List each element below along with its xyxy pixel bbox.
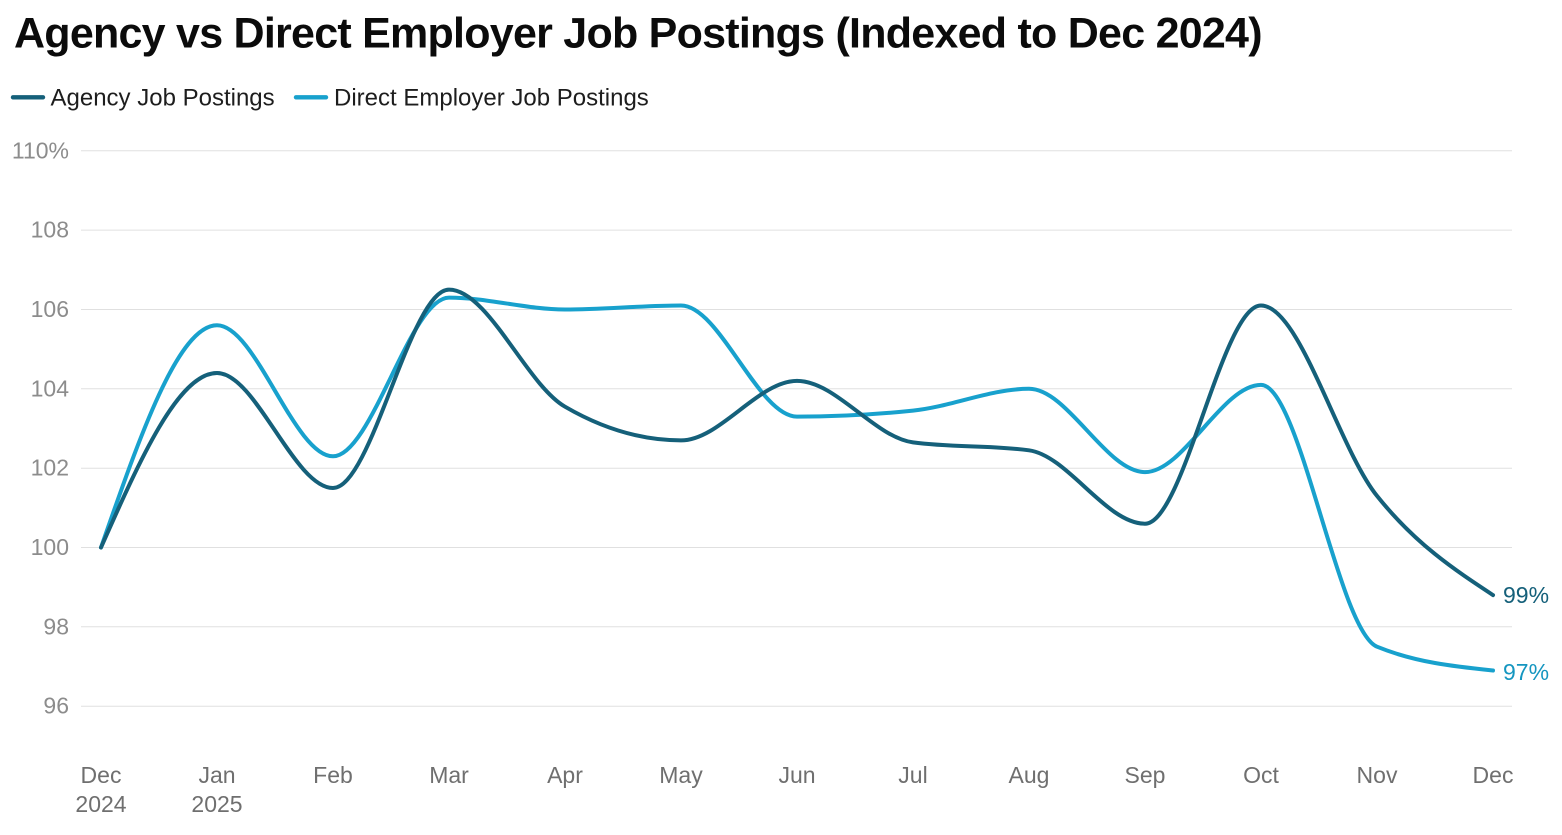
svg-text:104: 104 xyxy=(31,375,70,401)
svg-text:Jul: Jul xyxy=(898,762,927,788)
svg-text:Jun: Jun xyxy=(778,762,815,788)
svg-text:102: 102 xyxy=(31,455,69,481)
svg-text:Apr: Apr xyxy=(547,762,583,788)
svg-text:100: 100 xyxy=(31,534,69,560)
svg-text:Dec: Dec xyxy=(81,762,122,788)
svg-text:Sep: Sep xyxy=(1125,762,1166,788)
svg-text:96: 96 xyxy=(43,693,69,719)
svg-text:99%: 99% xyxy=(1503,582,1549,608)
svg-text:Nov: Nov xyxy=(1357,762,1398,788)
svg-text:110%: 110% xyxy=(12,137,69,163)
svg-text:97%: 97% xyxy=(1503,659,1549,685)
svg-text:Feb: Feb xyxy=(313,762,353,788)
svg-text:Mar: Mar xyxy=(429,762,469,788)
svg-text:Oct: Oct xyxy=(1243,762,1279,788)
svg-text:Aug: Aug xyxy=(1009,762,1050,788)
svg-text:Dec: Dec xyxy=(1473,762,1514,788)
svg-text:Agency vs Direct Employer Job: Agency vs Direct Employer Job Postings (… xyxy=(14,10,1262,58)
svg-text:98: 98 xyxy=(43,613,69,639)
svg-text:108: 108 xyxy=(31,217,69,243)
svg-text:106: 106 xyxy=(31,296,69,322)
svg-text:2025: 2025 xyxy=(191,791,242,817)
svg-text:2024: 2024 xyxy=(75,791,126,817)
svg-text:Agency Job Postings: Agency Job Postings xyxy=(51,85,275,112)
svg-text:Jan: Jan xyxy=(198,762,235,788)
svg-text:Direct Employer Job Postings: Direct Employer Job Postings xyxy=(334,85,649,112)
svg-text:May: May xyxy=(659,762,703,788)
